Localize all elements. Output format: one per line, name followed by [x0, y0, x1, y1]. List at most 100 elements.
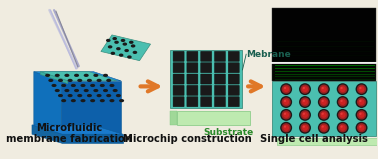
Circle shape — [282, 85, 291, 94]
Circle shape — [341, 125, 343, 128]
Text: Substrate: Substrate — [204, 128, 254, 137]
Circle shape — [322, 87, 324, 89]
FancyBboxPatch shape — [201, 85, 212, 95]
Circle shape — [322, 113, 324, 115]
FancyBboxPatch shape — [173, 85, 184, 95]
Circle shape — [299, 96, 311, 108]
FancyBboxPatch shape — [201, 51, 212, 61]
Circle shape — [356, 109, 367, 121]
FancyBboxPatch shape — [228, 51, 239, 61]
Text: Microchip construction: Microchip construction — [123, 134, 252, 144]
Circle shape — [318, 109, 330, 121]
Ellipse shape — [74, 89, 79, 92]
FancyBboxPatch shape — [173, 97, 184, 107]
Circle shape — [284, 113, 286, 115]
Circle shape — [359, 99, 364, 105]
Polygon shape — [177, 111, 250, 125]
Ellipse shape — [87, 79, 92, 82]
Circle shape — [302, 99, 308, 105]
Polygon shape — [272, 63, 376, 81]
Circle shape — [357, 123, 366, 132]
FancyBboxPatch shape — [187, 63, 198, 73]
Circle shape — [318, 96, 330, 108]
Circle shape — [319, 110, 328, 120]
Ellipse shape — [64, 89, 70, 92]
Circle shape — [338, 85, 347, 94]
Polygon shape — [34, 72, 61, 139]
Ellipse shape — [109, 84, 115, 87]
Ellipse shape — [106, 94, 111, 97]
Polygon shape — [272, 8, 376, 62]
Ellipse shape — [61, 99, 66, 102]
Circle shape — [359, 87, 361, 89]
Circle shape — [338, 97, 347, 107]
Ellipse shape — [96, 94, 102, 97]
Polygon shape — [170, 111, 177, 125]
Ellipse shape — [77, 94, 82, 97]
Ellipse shape — [100, 99, 105, 102]
Ellipse shape — [81, 99, 85, 102]
Circle shape — [303, 100, 305, 102]
Circle shape — [338, 123, 347, 132]
Ellipse shape — [96, 79, 102, 82]
FancyBboxPatch shape — [228, 63, 239, 73]
Circle shape — [356, 96, 367, 108]
Circle shape — [359, 125, 364, 131]
Ellipse shape — [116, 94, 121, 97]
Polygon shape — [61, 81, 121, 139]
FancyBboxPatch shape — [214, 63, 226, 73]
Text: Microfluidic
membrane fabrication: Microfluidic membrane fabrication — [6, 123, 132, 144]
Ellipse shape — [114, 41, 119, 44]
Polygon shape — [40, 72, 116, 81]
Circle shape — [283, 112, 289, 118]
Circle shape — [280, 109, 292, 121]
Ellipse shape — [84, 74, 89, 77]
Circle shape — [322, 100, 324, 102]
FancyBboxPatch shape — [187, 85, 198, 95]
Polygon shape — [32, 125, 62, 143]
Circle shape — [280, 83, 292, 95]
Circle shape — [280, 96, 292, 108]
FancyBboxPatch shape — [214, 85, 226, 95]
Circle shape — [357, 110, 366, 120]
Ellipse shape — [103, 74, 108, 77]
Polygon shape — [272, 81, 376, 136]
Ellipse shape — [61, 84, 66, 87]
Ellipse shape — [71, 84, 76, 87]
Circle shape — [301, 97, 310, 107]
Polygon shape — [277, 138, 378, 145]
Ellipse shape — [113, 89, 118, 92]
Circle shape — [359, 125, 361, 128]
Polygon shape — [101, 35, 150, 61]
Circle shape — [321, 86, 327, 92]
Circle shape — [299, 109, 311, 121]
FancyBboxPatch shape — [173, 63, 184, 73]
Circle shape — [318, 83, 330, 95]
Circle shape — [303, 87, 305, 89]
Ellipse shape — [119, 99, 124, 102]
FancyBboxPatch shape — [228, 97, 239, 107]
Ellipse shape — [68, 94, 73, 97]
Circle shape — [302, 86, 308, 92]
Ellipse shape — [119, 54, 124, 57]
Ellipse shape — [81, 84, 85, 87]
Circle shape — [341, 87, 343, 89]
Ellipse shape — [112, 37, 117, 40]
FancyBboxPatch shape — [201, 97, 212, 107]
Circle shape — [321, 99, 327, 105]
Circle shape — [337, 122, 349, 134]
Circle shape — [302, 112, 308, 118]
FancyBboxPatch shape — [187, 51, 198, 61]
FancyBboxPatch shape — [173, 74, 184, 84]
Ellipse shape — [131, 44, 135, 48]
Circle shape — [282, 110, 291, 120]
Circle shape — [319, 85, 328, 94]
Circle shape — [301, 85, 310, 94]
Ellipse shape — [133, 51, 137, 54]
Circle shape — [284, 125, 286, 128]
Polygon shape — [34, 72, 121, 81]
Polygon shape — [32, 125, 123, 134]
Circle shape — [359, 112, 364, 118]
Circle shape — [340, 99, 345, 105]
Circle shape — [338, 110, 347, 120]
